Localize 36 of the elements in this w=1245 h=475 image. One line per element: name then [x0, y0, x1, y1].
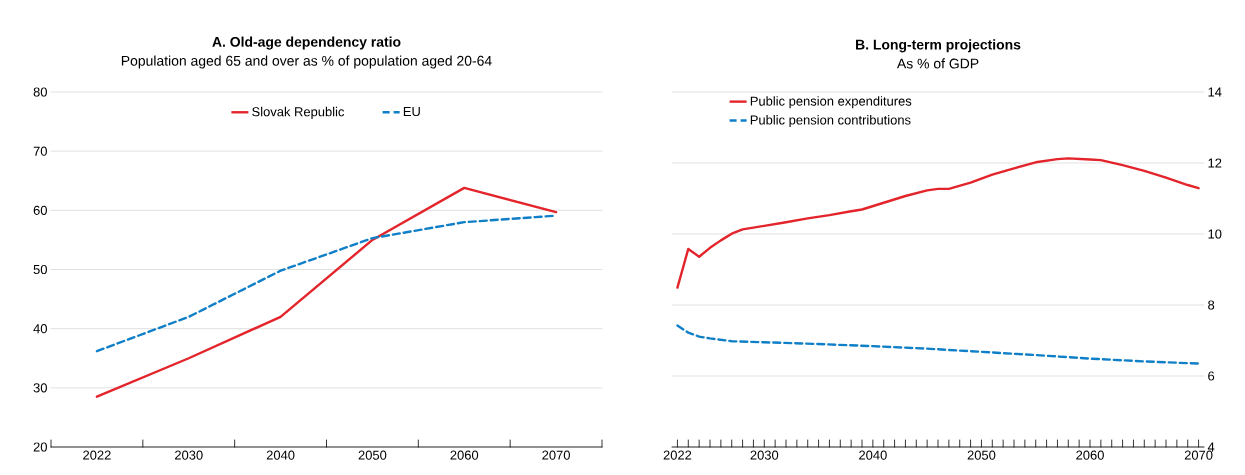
y-tick-label: 14	[1208, 87, 1222, 97]
x-tick-label: 2022	[663, 450, 692, 460]
y-tick-label: 12	[1208, 158, 1222, 168]
y-tick-label: 40	[33, 324, 47, 334]
chart-title: B. Long-term projections	[856, 39, 1021, 53]
y-tick-label: 60	[33, 205, 47, 215]
x-tick-label: 2030	[175, 450, 203, 460]
y-tick-label: 10	[1208, 229, 1222, 239]
x-tick-label: 2022	[83, 450, 111, 460]
x-tick-label: 2060	[450, 450, 479, 460]
line-series	[676, 157, 1200, 289]
x-tick-label: 2050	[358, 450, 387, 460]
y-tick-label: 50	[33, 264, 47, 275]
chart-subtitle: As % of GDP	[896, 58, 979, 69]
x-tick-label: 2070	[542, 450, 570, 460]
legend-label: Public pension contributions	[750, 115, 911, 128]
chart-subtitle: Population aged 65 and over as % of population aged 20-64	[121, 55, 492, 69]
legend-label: Public pension expenditures	[750, 96, 912, 109]
line-series	[95, 186, 558, 398]
y-tick-label: 8	[1208, 300, 1215, 310]
legend-label: EU	[403, 107, 420, 117]
x-tick-label: 2040	[266, 450, 295, 460]
x-tick-label: 2070	[1184, 450, 1213, 460]
x-tick-label: 2060	[1076, 450, 1104, 460]
y-tick-label: 6	[1208, 371, 1215, 381]
y-tick-label: 70	[33, 146, 47, 156]
y-tick-label: 4	[1207, 442, 1215, 452]
line-series	[676, 324, 1200, 365]
y-tick-label: 20	[33, 442, 47, 452]
y-tick-label: 30	[33, 383, 47, 393]
legend-label: Slovak Republic	[252, 106, 345, 119]
y-tick-label: 80	[33, 87, 47, 97]
x-tick-label: 2050	[967, 450, 996, 460]
x-tick-label: 2040	[859, 450, 887, 460]
chart-title: A. Old-age dependency ratio	[212, 36, 401, 50]
x-tick-label: 2030	[750, 450, 779, 460]
